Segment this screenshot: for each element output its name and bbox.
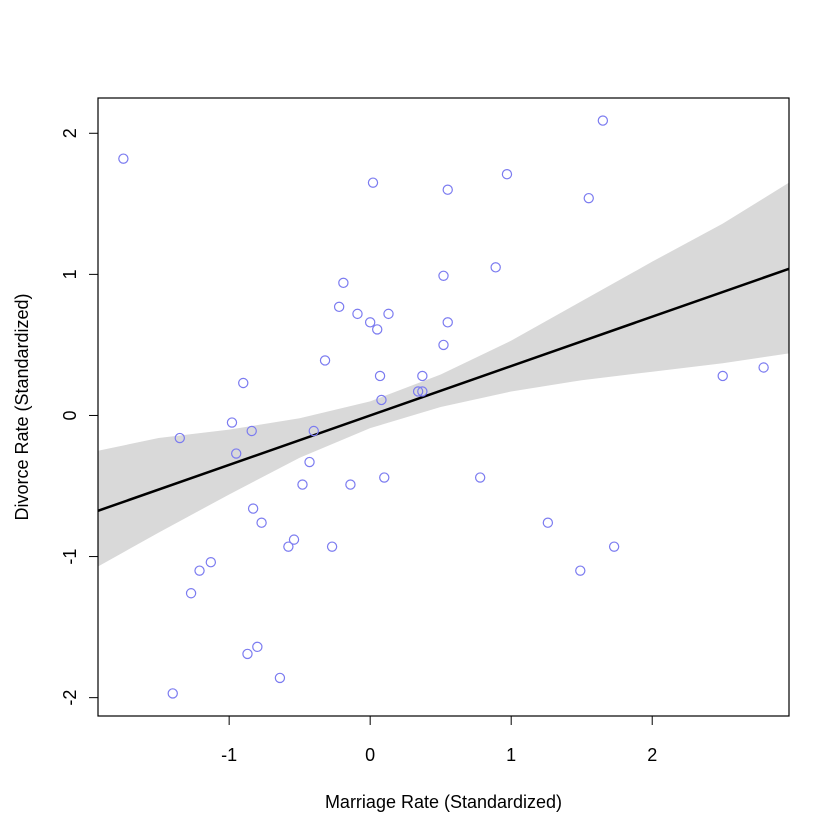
x-tick-label: 2 bbox=[647, 745, 657, 765]
data-point bbox=[247, 503, 259, 514]
data-points bbox=[118, 115, 769, 699]
data-point bbox=[583, 192, 594, 204]
data-point bbox=[205, 557, 217, 568]
data-point bbox=[308, 425, 319, 437]
data-point bbox=[412, 386, 424, 397]
x-axis: -1 0 1 2 bbox=[221, 715, 657, 765]
data-point bbox=[438, 270, 449, 281]
data-point bbox=[326, 541, 338, 552]
data-point bbox=[417, 386, 428, 397]
y-tick-label: -1 bbox=[60, 549, 80, 565]
data-point bbox=[597, 115, 609, 126]
data-point bbox=[374, 370, 386, 382]
data-point bbox=[542, 517, 554, 528]
data-point bbox=[717, 370, 728, 382]
data-point bbox=[194, 565, 205, 576]
x-tick-label: 0 bbox=[365, 745, 375, 765]
x-tick-label: 1 bbox=[506, 745, 516, 765]
data-point bbox=[252, 641, 263, 653]
data-point bbox=[230, 448, 242, 459]
data-point bbox=[333, 301, 345, 313]
y-axis: -2 -1 0 1 2 bbox=[60, 128, 99, 706]
data-point bbox=[490, 262, 501, 273]
confidence-band bbox=[98, 182, 789, 567]
data-point bbox=[185, 588, 197, 599]
plot-area bbox=[97, 115, 790, 699]
data-point bbox=[338, 277, 349, 289]
data-point bbox=[501, 168, 513, 180]
data-point bbox=[304, 456, 315, 468]
data-point bbox=[442, 184, 453, 195]
data-point bbox=[379, 472, 390, 483]
data-point bbox=[372, 324, 383, 335]
data-point bbox=[288, 534, 300, 545]
data-point bbox=[352, 308, 363, 320]
regression-line bbox=[97, 267, 790, 512]
y-tick-label: 0 bbox=[60, 410, 80, 420]
data-point bbox=[319, 355, 331, 366]
y-tick-label: -2 bbox=[60, 690, 80, 706]
data-point bbox=[364, 317, 376, 328]
data-point bbox=[438, 339, 449, 351]
data-point bbox=[118, 153, 129, 164]
y-axis-title: Divorce Rate (Standardized) bbox=[12, 293, 32, 520]
data-point bbox=[174, 432, 185, 444]
x-axis-title: Marriage Rate (Standardized) bbox=[325, 792, 562, 812]
data-point bbox=[442, 317, 453, 328]
data-point bbox=[575, 565, 586, 576]
data-point bbox=[758, 362, 769, 373]
data-point bbox=[226, 417, 238, 428]
x-tick-label: -1 bbox=[221, 745, 237, 765]
y-tick-label: 2 bbox=[60, 128, 80, 138]
data-point bbox=[474, 472, 486, 483]
data-point bbox=[256, 517, 267, 528]
data-point bbox=[246, 425, 257, 437]
data-point bbox=[417, 370, 428, 382]
data-point bbox=[242, 648, 253, 660]
data-point bbox=[283, 541, 294, 552]
data-point bbox=[376, 394, 387, 406]
data-point bbox=[383, 308, 394, 320]
data-point bbox=[345, 479, 356, 490]
data-point bbox=[167, 688, 178, 699]
data-point bbox=[297, 479, 308, 490]
data-point bbox=[367, 177, 379, 188]
data-point bbox=[274, 672, 286, 684]
data-point bbox=[238, 377, 249, 389]
data-point bbox=[608, 541, 620, 552]
y-tick-label: 1 bbox=[60, 269, 80, 279]
